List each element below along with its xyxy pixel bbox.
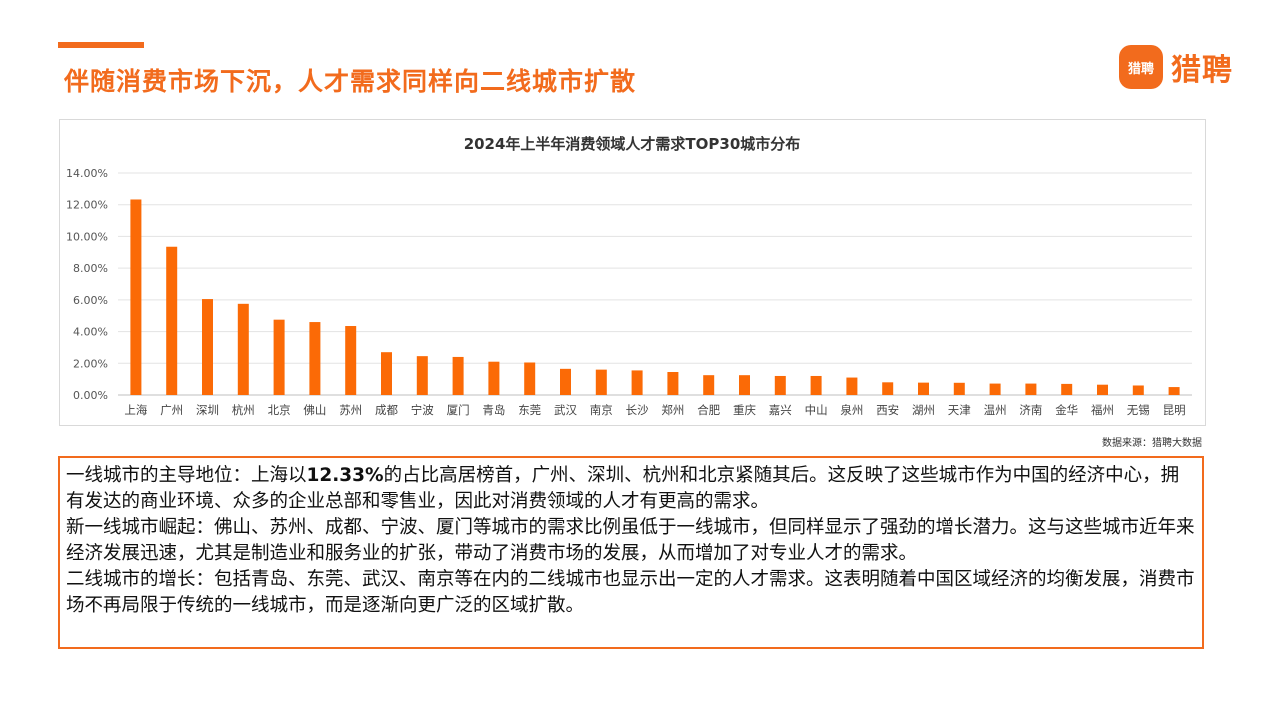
- gridlines: [118, 172, 1192, 396]
- brand-logo: 猎聘 猎聘: [1119, 45, 1233, 89]
- x-tick-label: 南京: [590, 403, 613, 417]
- analysis-p1-lead: 一线城市的主导地位：上海以: [66, 465, 307, 486]
- bar: [667, 372, 679, 395]
- x-tick-label: 杭州: [232, 403, 255, 417]
- bar: [488, 361, 500, 395]
- analysis-p1-highlight: 12.33%: [306, 465, 384, 486]
- x-tick-label: 东莞: [518, 403, 541, 417]
- y-tick-label: 12.00%: [66, 199, 108, 212]
- bar: [560, 368, 571, 395]
- x-tick-label: 佛山: [303, 403, 326, 417]
- analysis-paragraph-new-first-tier: 新一线城市崛起：佛山、苏州、成都、宁波、厦门等城市的需求比例虽低于一线城市，但同…: [66, 517, 1195, 564]
- x-tick-label: 深圳: [196, 403, 219, 417]
- liepin-logo-icon: 猎聘: [1119, 45, 1163, 89]
- y-tick-label: 0.00%: [73, 389, 108, 402]
- bar: [989, 383, 1001, 395]
- x-tick-label: 昆明: [1163, 403, 1186, 417]
- bar-chart: 2024年上半年消费领域人才需求TOP30城市分布 0.00% 2.00% 4.00…: [66, 135, 1192, 417]
- y-tick-label: 6.00%: [73, 294, 108, 307]
- x-tick-label: 广州: [160, 403, 183, 417]
- bar: [381, 352, 392, 395]
- x-tick-label: 宁波: [411, 403, 434, 417]
- bar: [202, 299, 213, 395]
- bar: [452, 356, 464, 395]
- bar: [774, 375, 786, 395]
- chart-title: 2024年上半年消费领域人才需求TOP30城市分布: [464, 135, 801, 153]
- bar: [846, 377, 858, 395]
- x-tick-label: 福州: [1091, 403, 1114, 417]
- y-tick-label: 10.00%: [66, 230, 108, 243]
- x-tick-label: 无锡: [1127, 403, 1150, 417]
- x-tick-label: 郑州: [661, 403, 684, 417]
- bar: [1132, 385, 1144, 395]
- x-tick-label: 金华: [1055, 403, 1078, 417]
- bar: [1025, 383, 1037, 395]
- bar: [595, 369, 607, 395]
- analysis-p1-rest: 的占比高居榜首，广州、深圳、杭州和北京紧随其后。这反映了这些城市作为中国的经济中…: [66, 465, 1180, 512]
- brand-name: 猎聘: [1171, 53, 1233, 88]
- x-tick-label: 长沙: [626, 403, 649, 417]
- bar: [524, 362, 536, 395]
- analysis-paragraph-second-tier: 二线城市的增长：包括青岛、东莞、武汉、南京等在内的二线城市也显示出一定的人才需求…: [66, 569, 1195, 616]
- analysis-paragraph-first-tier: 一线城市的主导地位：上海以12.33%的占比高居榜首，广州、深圳、杭州和北京紧随…: [66, 463, 1196, 515]
- x-tick-label: 北京: [268, 403, 291, 417]
- x-tick-label: 中山: [805, 403, 828, 417]
- x-tick-label: 温州: [984, 403, 1007, 417]
- x-tick-label: 武汉: [554, 403, 577, 417]
- bar: [631, 370, 643, 395]
- bar: [237, 303, 249, 395]
- x-tick-label: 西安: [876, 403, 899, 417]
- y-tick-label: 14.00%: [66, 167, 108, 180]
- x-tick-label: 嘉兴: [769, 403, 792, 417]
- y-axis-tick-labels: 0.00% 2.00% 4.00% 6.00% 8.00% 10.00% 12.00% 14.…: [66, 167, 108, 402]
- bar: [810, 375, 822, 395]
- x-tick-label: 上海: [124, 403, 147, 417]
- bar: [309, 322, 321, 395]
- x-tick-label: 苏州: [339, 403, 362, 417]
- x-axis-tick-labels: 上海 广州 深圳 杭州 北京 佛山 苏州 成都 宁波 厦门 青岛 东莞 武汉 南京 长沙 郑州 合肥 重庆 嘉兴 中山…: [124, 403, 1185, 417]
- title-accent-bar: [58, 42, 144, 48]
- bar: [1168, 387, 1180, 395]
- y-tick-label: 8.00%: [73, 262, 108, 275]
- x-tick-label: 合肥: [697, 403, 720, 417]
- bar: [166, 246, 178, 395]
- page-title: 伴随消费市场下沉，人才需求同样向二线城市扩散: [64, 67, 637, 96]
- bar: [273, 319, 285, 395]
- x-tick-label: 厦门: [447, 403, 470, 417]
- bar: [918, 382, 929, 395]
- x-tick-label: 济南: [1019, 403, 1042, 417]
- x-tick-label: 青岛: [482, 403, 505, 417]
- x-tick-label: 泉州: [840, 403, 863, 417]
- data-source-note: 数据来源：猎聘大数据: [1102, 438, 1202, 449]
- bar: [1061, 383, 1073, 395]
- bar: [416, 356, 428, 395]
- x-tick-label: 重庆: [733, 403, 756, 417]
- bar: [953, 382, 965, 395]
- bar: [1097, 384, 1108, 395]
- y-tick-label: 4.00%: [73, 326, 108, 339]
- analysis-text-box: 一线城市的主导地位：上海以12.33%的占比高居榜首，广州、深圳、杭州和北京紧随…: [58, 456, 1204, 649]
- y-tick-label: 2.00%: [73, 357, 108, 370]
- bar: [703, 375, 715, 395]
- x-tick-label: 天津: [948, 403, 971, 417]
- chart-container: 2024年上半年消费领域人才需求TOP30城市分布 0.00% 2.00% 4.00…: [59, 119, 1206, 426]
- bar: [882, 382, 894, 395]
- bar: [345, 326, 357, 395]
- x-tick-label: 成都: [375, 403, 398, 417]
- bar: [739, 375, 750, 395]
- bar: [130, 199, 142, 395]
- x-tick-label: 湖州: [912, 403, 935, 417]
- bars: [130, 199, 1180, 395]
